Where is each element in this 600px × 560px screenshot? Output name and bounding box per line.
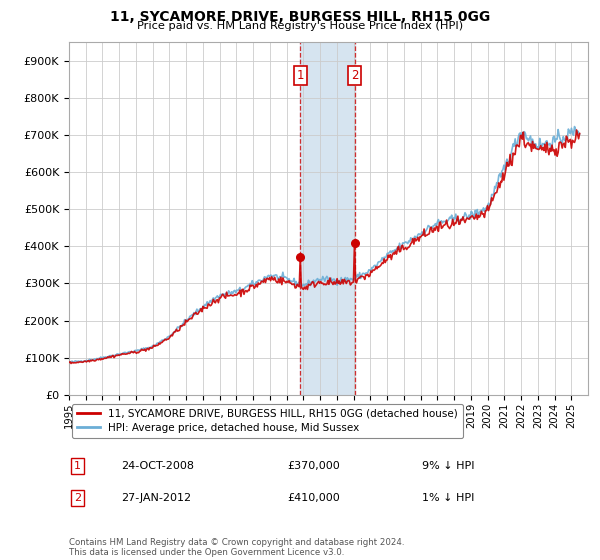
Text: 1: 1 <box>296 69 304 82</box>
Text: 27-JAN-2012: 27-JAN-2012 <box>121 493 191 503</box>
Text: Price paid vs. HM Land Registry's House Price Index (HPI): Price paid vs. HM Land Registry's House … <box>137 21 463 31</box>
Text: 2: 2 <box>74 493 82 503</box>
Text: 24-OCT-2008: 24-OCT-2008 <box>121 461 194 471</box>
Text: £370,000: £370,000 <box>287 461 340 471</box>
Bar <box>300 42 355 395</box>
Text: 11, SYCAMORE DRIVE, BURGESS HILL, RH15 0GG: 11, SYCAMORE DRIVE, BURGESS HILL, RH15 0… <box>110 10 490 24</box>
Legend: 11, SYCAMORE DRIVE, BURGESS HILL, RH15 0GG (detached house), HPI: Average price,: 11, SYCAMORE DRIVE, BURGESS HILL, RH15 0… <box>71 404 463 438</box>
Text: 9% ↓ HPI: 9% ↓ HPI <box>422 461 475 471</box>
Text: 1% ↓ HPI: 1% ↓ HPI <box>422 493 474 503</box>
Text: £410,000: £410,000 <box>287 493 340 503</box>
Text: Contains HM Land Registry data © Crown copyright and database right 2024.
This d: Contains HM Land Registry data © Crown c… <box>69 538 404 557</box>
Text: 2: 2 <box>351 69 359 82</box>
Text: 1: 1 <box>74 461 81 471</box>
